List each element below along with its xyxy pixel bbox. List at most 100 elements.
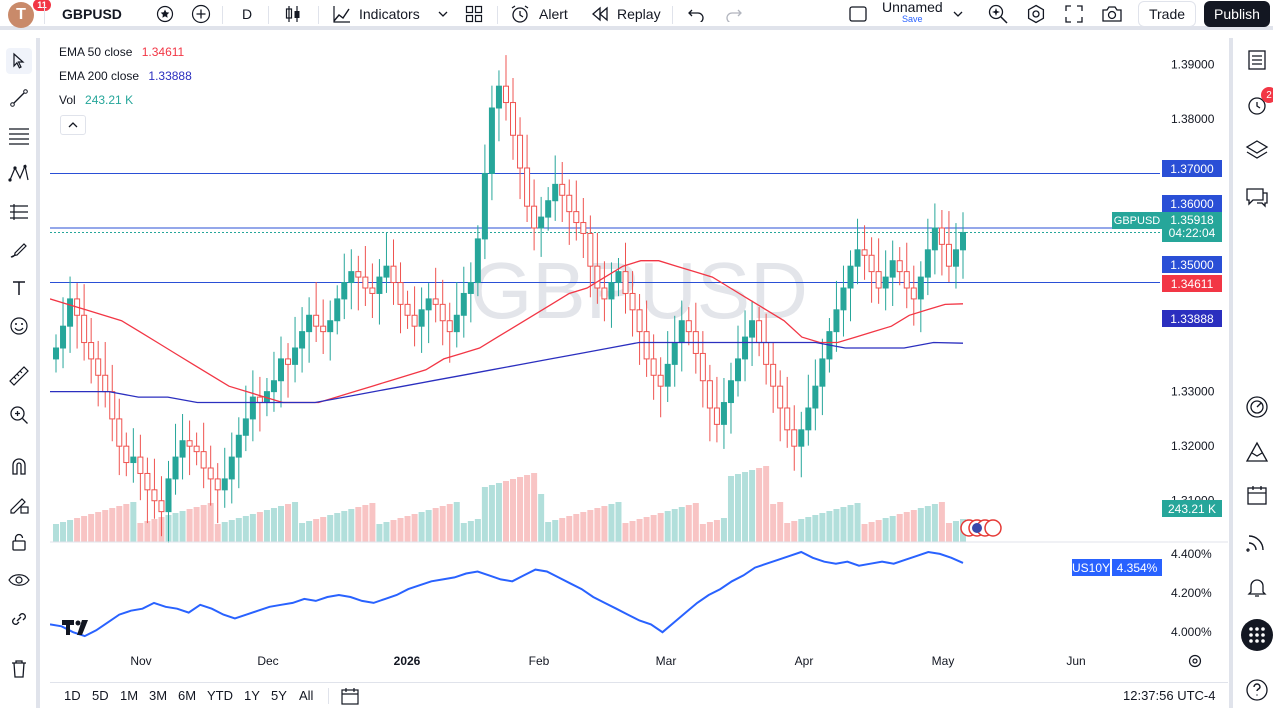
chart-pane[interactable]: GBPUSD 1.390001.380001.330001.320001.310… (49, 38, 1228, 678)
favorite-star-icon[interactable] (156, 0, 174, 28)
last-price: 1.35918 (1170, 213, 1214, 227)
volume-bar (369, 503, 376, 542)
indicators-icon[interactable] (332, 0, 352, 28)
clock-timezone[interactable]: 12:37:56 UTC-4 (1123, 688, 1216, 703)
compare-plus-icon[interactable] (191, 0, 211, 28)
lock-icon[interactable] (6, 529, 32, 555)
candle-body (306, 314, 313, 333)
date-range-icon[interactable] (340, 686, 360, 711)
candle-body (938, 227, 945, 245)
replay-button[interactable]: Replay (617, 6, 661, 22)
pattern-icon[interactable] (6, 161, 32, 187)
emoji-icon[interactable] (6, 313, 32, 339)
volume-bar (242, 516, 249, 542)
candle-body (622, 271, 629, 294)
candle-body (812, 385, 819, 409)
price-tick-label: 1.39000 (1171, 57, 1215, 71)
volume-bar (587, 510, 594, 542)
candle-body (502, 85, 509, 104)
time-tick-label: Mar (656, 654, 677, 668)
timeframe-5y[interactable]: 5Y (271, 688, 287, 703)
text-icon[interactable] (6, 275, 32, 301)
magnet-icon[interactable] (6, 453, 32, 479)
candle-body (474, 238, 481, 284)
link-icon[interactable] (6, 606, 32, 632)
chat-icon[interactable] (1243, 183, 1271, 211)
quick-search-icon[interactable] (987, 0, 1009, 28)
layout-dropdown-icon[interactable] (952, 0, 964, 28)
timeframe-1y[interactable]: 1Y (244, 688, 260, 703)
alert-icon[interactable] (510, 0, 532, 28)
undo-icon[interactable] (687, 0, 705, 28)
candles-icon[interactable] (284, 0, 302, 28)
indicators-button[interactable]: Indicators (359, 6, 420, 22)
timeframe-1m[interactable]: 1M (120, 688, 139, 703)
candle-body (439, 303, 446, 322)
alerts-icon[interactable] (1243, 91, 1271, 119)
interval-button[interactable]: D (242, 6, 253, 22)
user-avatar[interactable]: T 11 (8, 0, 52, 28)
chart-canvas[interactable]: GBPUSD 1.390001.380001.330001.320001.310… (49, 38, 1228, 678)
candle-body (805, 407, 812, 431)
layout-name[interactable]: Unnamed (882, 0, 943, 15)
apps-icon[interactable] (1241, 619, 1273, 651)
ruler-icon[interactable] (6, 363, 32, 389)
timeframe-1d[interactable]: 1D (64, 688, 81, 703)
fib-icon[interactable] (6, 123, 32, 149)
fullscreen-icon[interactable] (1065, 0, 1083, 28)
ema200-legend-value: 1.33888 (148, 69, 192, 83)
replay-icon[interactable] (591, 0, 609, 28)
ema50-legend[interactable]: EMA 50 close 1.34611 (59, 45, 184, 59)
volume-bar (812, 515, 819, 542)
watchlist-icon[interactable] (1243, 46, 1271, 74)
timeframe-3m[interactable]: 3M (149, 688, 168, 703)
volume-bar (102, 510, 109, 542)
ideas-icon[interactable] (1243, 438, 1271, 466)
ema200-line (50, 341, 964, 404)
trash-icon[interactable] (6, 656, 32, 682)
volume-legend[interactable]: Vol 243.21 K (59, 93, 133, 107)
trend-line-icon[interactable] (6, 85, 32, 111)
redo-icon[interactable] (725, 0, 743, 28)
timeframe-ytd[interactable]: YTD (207, 688, 233, 703)
cursor-icon[interactable] (6, 48, 32, 74)
right-sidebar: 2 (1229, 38, 1273, 708)
indicators-dropdown-icon[interactable] (437, 0, 449, 28)
layout-save-label[interactable]: Save (902, 14, 923, 24)
timeframe-5d[interactable]: 5D (92, 688, 109, 703)
symbol-search[interactable]: GBPUSD (62, 6, 122, 22)
speedometer-icon[interactable] (1243, 393, 1271, 421)
volume-bar (446, 504, 453, 542)
candle-body (102, 374, 109, 393)
candle-body (123, 445, 130, 464)
calendar-icon[interactable] (1243, 481, 1271, 509)
candle-body (116, 418, 123, 447)
drawing-toolbar (0, 38, 40, 708)
candle-body (348, 271, 355, 284)
projection-icon[interactable] (6, 199, 32, 225)
alert-button[interactable]: Alert (539, 6, 568, 22)
settings-gear-icon[interactable] (1026, 0, 1046, 28)
publish-button[interactable]: Publish (1204, 1, 1270, 27)
layers-icon[interactable] (1243, 136, 1271, 164)
ema200-legend[interactable]: EMA 200 close 1.33888 (59, 69, 192, 83)
timeframe-all[interactable]: All (299, 688, 314, 703)
time-tick-label: Jun (1066, 654, 1085, 668)
legend-collapse-button[interactable] (60, 115, 86, 135)
zoom-icon[interactable] (6, 402, 32, 428)
layouts-icon[interactable] (465, 0, 483, 28)
ema50-legend-label: EMA 50 close (59, 45, 133, 59)
volume-bar (299, 523, 306, 542)
layout-checkbox-icon[interactable] (848, 0, 868, 28)
volume-bar (742, 472, 749, 542)
eye-icon[interactable] (6, 567, 32, 593)
trade-button[interactable]: Trade (1138, 1, 1196, 27)
brush-icon[interactable] (6, 237, 32, 263)
timeframe-6m[interactable]: 6M (178, 688, 197, 703)
camera-icon[interactable] (1101, 0, 1123, 28)
streams-icon[interactable] (1243, 528, 1271, 556)
lock-draw-icon[interactable] (6, 491, 32, 517)
notifications-bell-icon[interactable] (1243, 573, 1271, 601)
volume-bar (179, 511, 186, 542)
help-icon[interactable] (1243, 676, 1271, 704)
